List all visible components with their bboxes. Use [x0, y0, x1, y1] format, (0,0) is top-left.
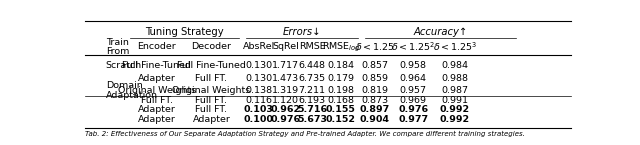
Text: $\delta < 1.25$: $\delta < 1.25$: [355, 41, 394, 52]
Text: 0.958: 0.958: [400, 61, 427, 70]
Text: 0.179: 0.179: [328, 74, 355, 83]
Text: 1.319: 1.319: [272, 86, 300, 95]
Text: 0.988: 0.988: [441, 74, 468, 83]
Text: 0.198: 0.198: [328, 86, 355, 95]
Text: 0.897: 0.897: [360, 105, 390, 114]
Text: 7.211: 7.211: [299, 86, 326, 95]
Text: Adapter: Adapter: [138, 74, 176, 83]
Text: Tuning Strategy: Tuning Strategy: [145, 27, 223, 37]
Text: Full Fine-Tuned: Full Fine-Tuned: [122, 61, 191, 70]
Text: 5.716: 5.716: [297, 105, 327, 114]
Text: 0.992: 0.992: [440, 105, 470, 114]
Text: 0.904: 0.904: [360, 115, 390, 124]
Text: 0.168: 0.168: [328, 96, 355, 105]
Text: 0.155: 0.155: [326, 105, 356, 114]
Text: Decoder: Decoder: [191, 42, 232, 51]
Text: 0.969: 0.969: [400, 96, 427, 105]
Text: RMSE$_{log}$: RMSE$_{log}$: [321, 40, 360, 54]
Text: 6.448: 6.448: [299, 61, 326, 70]
Text: Original Weights: Original Weights: [118, 86, 196, 95]
Text: 0.962: 0.962: [271, 105, 301, 114]
Text: 0.984: 0.984: [441, 61, 468, 70]
Text: Scratch: Scratch: [106, 61, 142, 70]
Text: Full FT.: Full FT.: [195, 74, 227, 83]
Text: Full FT.: Full FT.: [141, 96, 173, 105]
Text: 0.977: 0.977: [398, 115, 428, 124]
Text: $\delta < 1.25^2$: $\delta < 1.25^2$: [392, 41, 435, 53]
Text: $\delta < 1.25^3$: $\delta < 1.25^3$: [433, 41, 476, 53]
Text: Adapter: Adapter: [138, 105, 176, 114]
Text: Full Fine-Tuned: Full Fine-Tuned: [177, 61, 246, 70]
Text: AbsRel: AbsRel: [243, 42, 275, 51]
Text: RMSE: RMSE: [299, 42, 326, 51]
Text: 0.152: 0.152: [326, 115, 356, 124]
Text: 0.819: 0.819: [361, 86, 388, 95]
Text: 6.193: 6.193: [299, 96, 326, 105]
Text: 0.116: 0.116: [245, 96, 272, 105]
Text: Adapter: Adapter: [138, 115, 176, 124]
Text: Domain
Adaptation: Domain Adaptation: [106, 81, 158, 100]
Text: Accuracy↑: Accuracy↑: [413, 27, 468, 37]
Text: 0.184: 0.184: [328, 61, 355, 70]
Text: 0.130: 0.130: [245, 61, 272, 70]
Text: 0.964: 0.964: [400, 74, 427, 83]
Text: 0.957: 0.957: [400, 86, 427, 95]
Text: 0.987: 0.987: [441, 86, 468, 95]
Text: 0.130: 0.130: [245, 74, 272, 83]
Text: 0.859: 0.859: [361, 74, 388, 83]
Text: 6.735: 6.735: [299, 74, 326, 83]
Text: SqRel: SqRel: [273, 42, 300, 51]
Text: 0.991: 0.991: [441, 96, 468, 105]
Text: Full FT.: Full FT.: [195, 96, 227, 105]
Text: 0.138: 0.138: [245, 86, 272, 95]
Text: 5.673: 5.673: [297, 115, 327, 124]
Text: 1.717: 1.717: [273, 61, 300, 70]
Text: 1.120: 1.120: [273, 96, 300, 105]
Text: 0.103: 0.103: [244, 105, 273, 114]
Text: 0.976: 0.976: [271, 115, 301, 124]
Text: Train
From: Train From: [106, 38, 129, 56]
Text: 1.473: 1.473: [272, 74, 300, 83]
Text: 0.857: 0.857: [361, 61, 388, 70]
Text: Encoder: Encoder: [138, 42, 176, 51]
Text: Errors↓: Errors↓: [283, 27, 321, 37]
Text: 0.992: 0.992: [440, 115, 470, 124]
Text: Original Weights: Original Weights: [172, 86, 251, 95]
Text: Full FT.: Full FT.: [195, 105, 227, 114]
Text: Adapter: Adapter: [193, 115, 230, 124]
Text: 0.976: 0.976: [398, 105, 428, 114]
Text: Tab. 2: Effectiveness of Our Separate Adaptation Strategy and Pre-trained Adapte: Tab. 2: Effectiveness of Our Separate Ad…: [85, 131, 525, 137]
Text: 0.873: 0.873: [361, 96, 388, 105]
Text: 0.100: 0.100: [244, 115, 273, 124]
